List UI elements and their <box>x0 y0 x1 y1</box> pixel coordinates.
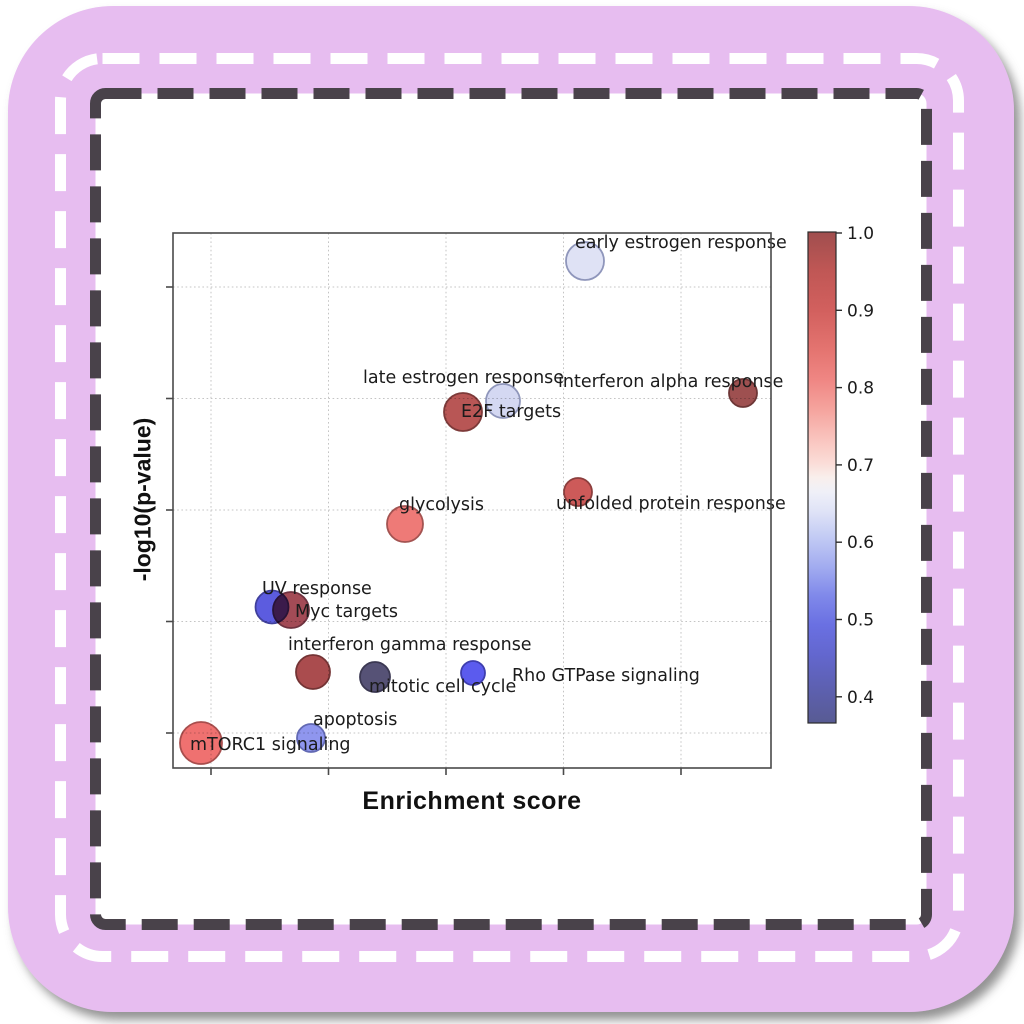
colorbar <box>807 231 837 724</box>
bubble-e2f-targets <box>443 392 483 432</box>
x-axis-title: Enrichment score <box>362 787 582 815</box>
bubble-rho-gtpase-signaling <box>460 660 486 686</box>
white-dashed-border <box>55 53 964 962</box>
label-late-estrogen-response: late estrogen response <box>363 368 564 388</box>
label-uv-response: UV response <box>262 579 372 599</box>
bubble-mtorc1-signaling <box>179 721 223 765</box>
colorbar-tick-label-0-7: 0.7 <box>847 456 874 476</box>
axes <box>166 232 772 775</box>
bubble-glycolysis <box>386 505 424 543</box>
label-apoptosis: apoptosis <box>313 710 397 730</box>
colorbar-tick-label-0-6: 0.6 <box>847 533 874 553</box>
colorbar-ticks <box>836 232 842 698</box>
bubble-myc-targets <box>272 591 310 629</box>
label-mitotic-cell-cycle: mitotic cell cycle <box>369 677 516 697</box>
colorbar-tick-label-0-8: 0.8 <box>847 379 874 399</box>
colorbar-tick-label-0-5: 0.5 <box>847 611 874 631</box>
bubble-late-estrogen-response <box>485 383 521 419</box>
label-myc-targets: Myc targets <box>295 602 398 622</box>
bubble-layer <box>179 241 758 765</box>
label-interferon-gamma-response: interferon gamma response <box>288 635 532 655</box>
label-early-estrogen-response: early estrogen response <box>575 233 787 253</box>
plot-border <box>172 232 772 769</box>
colorbar-tick-labels: 1.0 0.9 0.8 0.7 0.6 0.5 0.4 <box>847 224 874 708</box>
bubble-interferon-gamma-response <box>295 654 331 690</box>
colorbar-tick-label-1-0: 1.0 <box>847 224 874 244</box>
label-rho-gtpase-signaling: Rho GTPase signaling <box>512 666 700 686</box>
colorbar-tick-label-0-4: 0.4 <box>847 688 874 708</box>
colorbar-tick-label-0-9: 0.9 <box>847 301 874 321</box>
y-axis-title: -log10(p-value) <box>129 417 156 582</box>
bubble-early-estrogen-response <box>565 241 605 281</box>
bubble-interferon-alpha-response <box>728 378 758 408</box>
label-e2f-targets: E2F targets <box>461 402 561 422</box>
label-mtorc1-signaling: mTORC1 signaling <box>190 735 351 755</box>
label-unfolded-protein-response: unfolded protein response <box>556 494 786 514</box>
bubble-unfolded-protein-response <box>563 477 593 507</box>
label-interferon-alpha-response: interferon alpha response <box>558 372 783 392</box>
bubble-apoptosis <box>296 723 326 753</box>
label-glycolysis: glycolysis <box>399 495 484 515</box>
bubble-mitotic-cell-cycle <box>359 661 391 693</box>
point-label-layer: early estrogen response late estrogen res… <box>190 233 787 755</box>
